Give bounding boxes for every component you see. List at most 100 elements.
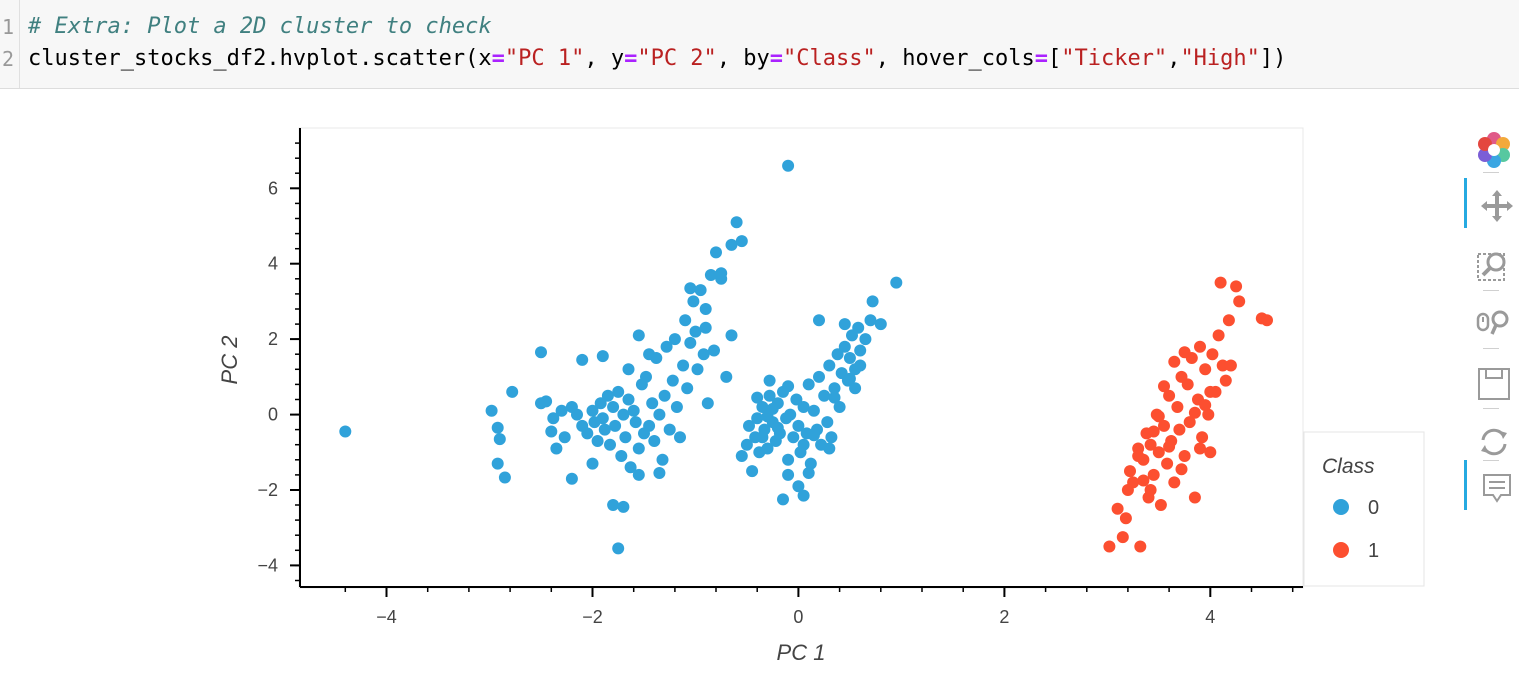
toolbar-separator — [1483, 408, 1499, 409]
scatter-point-class-0 — [763, 389, 776, 402]
scatter-point-class-0 — [632, 468, 645, 481]
scatter-point-class-0 — [843, 352, 856, 364]
scatter-point-class-0 — [658, 389, 671, 402]
code-operator: = — [491, 46, 505, 71]
box-zoom-tool-button[interactable] — [1464, 238, 1514, 288]
code-cell[interactable]: 1 2 # Extra: Plot a 2D cluster to check … — [0, 0, 1519, 89]
code-string: "Ticker" — [1061, 46, 1168, 71]
scatter-point-class-0 — [782, 453, 795, 466]
pan-icon — [1481, 190, 1513, 222]
pan-tool-button[interactable] — [1464, 178, 1517, 228]
scatter-point-class-0 — [807, 404, 820, 417]
scatter-point-class-0 — [813, 314, 825, 327]
scatter-point-class-0 — [782, 468, 795, 481]
legend[interactable]: Class 0 1 — [1303, 431, 1425, 587]
scatter-plot[interactable]: −4 −2 0 2 4 −4 −2 0 2 4 6 PC 1 PC 2 Class 0 1 — [0, 88, 1458, 679]
wheel-zoom-tool-button[interactable] — [1464, 296, 1514, 346]
scatter-point-class-1 — [1181, 378, 1194, 391]
scatter-point-class-0 — [622, 393, 635, 406]
scatter-point-class-0 — [668, 333, 681, 346]
scatter-point-class-0 — [617, 500, 630, 513]
hover-tool-button[interactable] — [1464, 460, 1517, 510]
scatter-point-class-1 — [1188, 406, 1201, 419]
scatter-point-class-0 — [607, 401, 620, 413]
scatter-point-class-0 — [725, 329, 738, 342]
code-operator: = — [769, 46, 784, 71]
code-token: [ — [1047, 46, 1062, 71]
scatter-point-class-0 — [797, 438, 810, 451]
points-layer — [339, 159, 1273, 555]
scatter-point-class-0 — [663, 423, 676, 436]
scatter-point-class-0 — [594, 397, 607, 410]
scatter-point-class-1 — [1132, 450, 1145, 462]
scatter-point-class-0 — [576, 353, 589, 366]
scatter-point-class-1 — [1219, 374, 1232, 387]
scatter-point-class-0 — [491, 457, 504, 470]
save-tool-button[interactable] — [1464, 356, 1514, 406]
x-tick-label: 0 — [793, 607, 803, 627]
scatter-point-class-1 — [1152, 410, 1165, 423]
toolbar-separator — [1483, 290, 1499, 291]
y-tick-label: 4 — [268, 254, 278, 274]
legend-title: Class — [1322, 455, 1375, 478]
scatter-point-class-1 — [1175, 463, 1188, 476]
scatter-point-class-0 — [818, 389, 831, 402]
scatter-point-class-0 — [629, 416, 642, 429]
code-line-scatter-call[interactable]: cluster_stocks_df2.hvplot.scatter(x="PC … — [28, 43, 1286, 75]
scatter-point-class-0 — [821, 416, 834, 429]
scatter-point-class-1 — [1163, 389, 1176, 402]
scatter-point-class-0 — [677, 359, 690, 372]
scatter-point-class-0 — [485, 404, 498, 417]
scatter-point-class-0 — [823, 442, 836, 455]
code-token: , hover_cols — [875, 46, 1035, 71]
scatter-point-class-1 — [1173, 423, 1186, 436]
scatter-point-class-0 — [586, 457, 599, 470]
scatter-point-class-0 — [743, 419, 755, 432]
scatter-point-class-1 — [1216, 359, 1229, 372]
scatter-point-class-0 — [506, 385, 519, 398]
bokeh-logo[interactable] — [1464, 122, 1514, 172]
code-line-comment[interactable]: # Extra: Plot a 2D cluster to check — [28, 11, 492, 43]
scatter-point-class-0 — [547, 412, 560, 425]
scatter-point-class-1 — [1233, 295, 1246, 308]
scatter-point-class-0 — [699, 303, 712, 315]
scatter-point-class-1 — [1171, 401, 1184, 413]
scatter-point-class-1 — [1222, 314, 1235, 327]
code-comment: # Extra: Plot a 2D cluster to check — [28, 14, 492, 39]
scatter-point-class-0 — [792, 480, 805, 493]
scatter-point-class-0 — [807, 429, 820, 442]
scatter-point-class-0 — [852, 321, 865, 334]
scatter-point-class-0 — [782, 380, 795, 393]
scatter-point-class-0 — [708, 344, 720, 357]
scatter-point-class-1 — [1158, 380, 1170, 393]
scatter-point-class-0 — [632, 329, 645, 342]
scatter-point-class-1 — [1111, 502, 1124, 515]
scatter-point-class-0 — [596, 412, 609, 425]
reset-icon — [1481, 428, 1507, 456]
save-icon — [1478, 368, 1510, 400]
scatter-point-class-1 — [1119, 512, 1132, 525]
scatter-point-class-1 — [1224, 359, 1237, 372]
scatter-point-class-0 — [624, 461, 637, 474]
toolbar-separator — [1483, 172, 1499, 173]
legend-marker-class-1 — [1333, 542, 1349, 558]
scatter-point-class-1 — [1212, 329, 1225, 342]
reset-tool-button[interactable] — [1464, 414, 1514, 464]
scatter-point-class-0 — [735, 450, 748, 462]
scatter-point-class-0 — [656, 453, 669, 466]
legend-marker-class-0 — [1333, 499, 1349, 515]
scatter-point-class-0 — [691, 363, 704, 376]
scatter-point-class-0 — [660, 340, 673, 353]
scatter-point-class-0 — [771, 421, 784, 434]
scatter-point-class-0 — [843, 372, 856, 385]
scatter-point-class-0 — [632, 442, 645, 455]
scatter-point-class-0 — [838, 318, 851, 331]
scatter-point-class-0 — [646, 397, 659, 410]
scatter-point-class-1 — [1178, 450, 1191, 462]
scatter-point-class-0 — [866, 295, 879, 308]
scatter-point-class-1 — [1154, 499, 1167, 511]
y-tick-label: −4 — [257, 555, 278, 575]
scatter-point-class-1 — [1206, 348, 1219, 361]
scatter-point-class-0 — [730, 216, 743, 229]
scatter-point-class-1 — [1152, 446, 1165, 459]
